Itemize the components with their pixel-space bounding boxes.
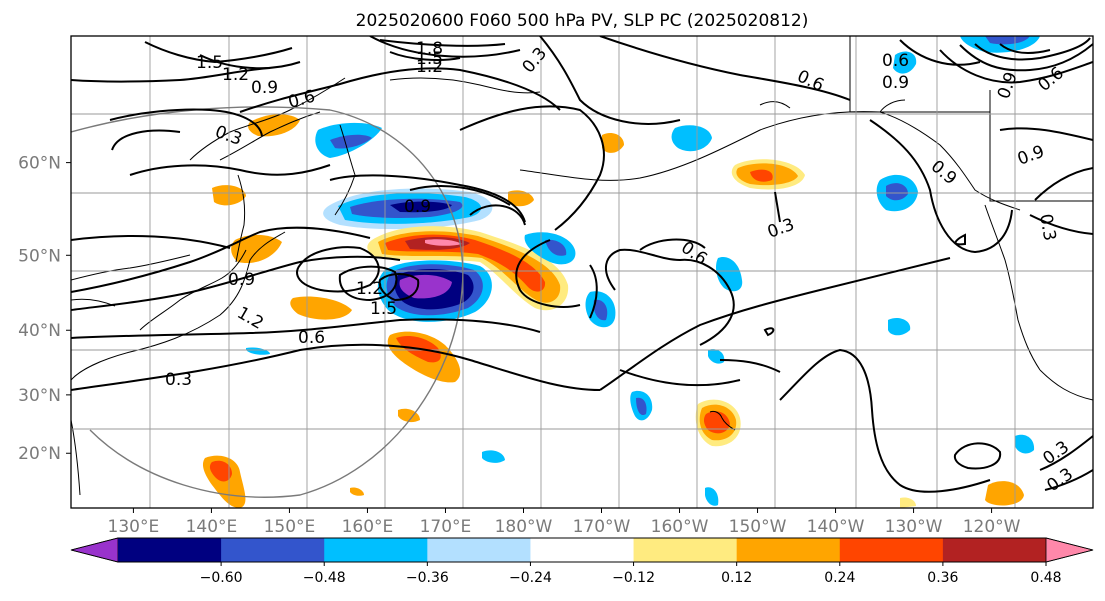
colorbar-tick-label: −0.36 bbox=[406, 570, 449, 586]
pv-negative-band bbox=[323, 188, 493, 230]
contour-label: 0.9 bbox=[228, 270, 255, 290]
map-frame bbox=[70, 35, 1094, 509]
colorbar-segment bbox=[633, 538, 738, 562]
pv-small-features bbox=[212, 36, 1040, 508]
colorbar-outline bbox=[70, 537, 1094, 563]
contour-label: 1.2 bbox=[222, 65, 249, 85]
colorbar-segment bbox=[942, 538, 1047, 562]
x-tick-label: 120°W bbox=[963, 517, 1021, 537]
gridlines bbox=[71, 36, 1093, 508]
colorbar-tick-label: 0.24 bbox=[824, 570, 855, 586]
x-tick-label: 150°E bbox=[264, 517, 316, 537]
colorbar: −0.60 −0.48 −0.36 −0.24 −0.12 0.12 0.24 0.36 0.4… bbox=[70, 537, 1094, 586]
contour-label: 1.8 bbox=[416, 39, 443, 59]
colorbar-segment bbox=[118, 538, 222, 562]
colorbar-extend-high bbox=[1045, 537, 1094, 563]
contour-label: 0.9 bbox=[882, 73, 909, 93]
pv-positive-hawaii bbox=[202, 399, 1024, 508]
contour-label: 1.5 bbox=[196, 53, 223, 73]
x-tick-labels: 130°E 140°E 150°E 160°E 170°E 180°W 170°W 160°W… bbox=[108, 508, 1021, 537]
colorbar-tick-label: 0.48 bbox=[1030, 570, 1061, 586]
colorbar-segment bbox=[324, 538, 428, 562]
colorbar-tick-label: −0.12 bbox=[612, 570, 655, 586]
x-tick-label: 180°W bbox=[495, 517, 553, 537]
contour-label: 0.3 bbox=[165, 370, 192, 390]
contour-label: 1.2 bbox=[356, 279, 383, 299]
x-tick-label: 170°W bbox=[573, 517, 631, 537]
contour-label: 0.6 bbox=[882, 51, 909, 71]
colorbar-segment bbox=[221, 538, 325, 562]
colorbar-segment bbox=[736, 538, 841, 562]
y-tick-label: 60°N bbox=[18, 154, 61, 174]
x-tick-label: 170°E bbox=[420, 517, 472, 537]
colorbar-tick-label: −0.60 bbox=[200, 570, 243, 586]
colorbar-tick-label: 0.36 bbox=[927, 570, 958, 586]
colorbar-segment bbox=[427, 538, 531, 562]
colorbar-tick-label: 0.12 bbox=[721, 570, 752, 586]
y-tick-labels: 60°N 50°N 40°N 30°N 20°N bbox=[18, 154, 71, 464]
contour-label: 0.3 bbox=[1035, 212, 1059, 242]
colorbar-segment bbox=[530, 538, 635, 562]
contour-label: 0.9 bbox=[251, 78, 278, 98]
contour-label: 1.5 bbox=[370, 299, 397, 319]
x-tick-label: 160°W bbox=[651, 517, 709, 537]
pv-positive-band bbox=[367, 226, 569, 311]
colorbar-extend-low bbox=[70, 537, 119, 563]
x-tick-label: 150°W bbox=[729, 517, 787, 537]
y-tick-label: 30°N bbox=[18, 386, 61, 406]
x-tick-label: 130°E bbox=[108, 517, 160, 537]
x-tick-label: 140°W bbox=[807, 517, 865, 537]
pv-positive-south bbox=[290, 296, 461, 383]
colorbar-segment bbox=[839, 538, 944, 562]
colorbar-tick-label: −0.24 bbox=[509, 570, 552, 586]
contour-label: 0.6 bbox=[298, 328, 325, 348]
contour-label: 1.2 bbox=[416, 57, 443, 77]
colorbar-tick-label: −0.48 bbox=[303, 570, 346, 586]
y-tick-label: 20°N bbox=[18, 444, 61, 464]
pv-negative-east bbox=[524, 232, 616, 328]
contour-label: 0.9 bbox=[404, 197, 431, 217]
y-tick-label: 50°N bbox=[18, 246, 61, 266]
chart-title: 2025020600 F060 500 hPa PV, SLP PC (2025… bbox=[356, 11, 809, 31]
map-area: 1.5 1.2 0.9 0.6 0.3 1.8 1.5 1.2 0.3 0.6 … bbox=[71, 36, 1093, 508]
slp-contours bbox=[71, 36, 1093, 493]
x-tick-label: 160°E bbox=[342, 517, 394, 537]
coastlines bbox=[71, 36, 1093, 496]
x-tick-label: 130°W bbox=[885, 517, 943, 537]
y-tick-label: 40°N bbox=[18, 321, 61, 341]
contour-label: 1.5 bbox=[416, 49, 443, 69]
x-tick-label: 140°E bbox=[186, 517, 238, 537]
